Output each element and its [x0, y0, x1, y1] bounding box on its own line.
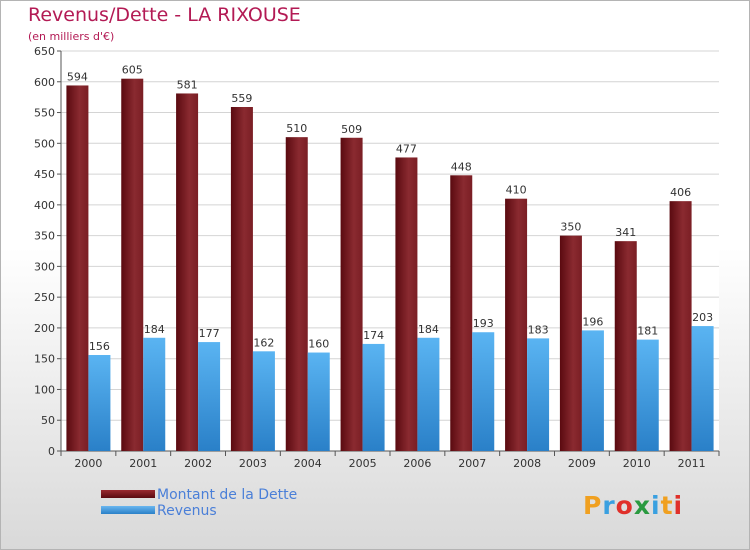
bar-dette	[66, 85, 89, 451]
x-tick-label: 2008	[513, 457, 541, 470]
data-label-revenus: 156	[89, 340, 110, 353]
y-tick-label: 250	[34, 291, 55, 304]
data-label-dette: 341	[615, 226, 636, 239]
data-label-revenus: 174	[363, 329, 384, 342]
y-tick-label: 100	[34, 383, 55, 396]
bar-revenus	[581, 330, 604, 451]
proxiti-logo: Proxiti	[583, 491, 683, 520]
y-tick-label: 50	[41, 414, 55, 427]
y-tick-label: 500	[34, 137, 55, 150]
bar-dette	[395, 157, 418, 451]
data-label-dette: 509	[341, 123, 362, 136]
logo-letter: P	[583, 491, 603, 520]
y-tick-label: 0	[48, 445, 55, 458]
logo-letter: i	[651, 491, 661, 520]
y-tick-label: 650	[34, 45, 55, 58]
x-tick-label: 2007	[458, 457, 486, 470]
x-tick-label: 2011	[678, 457, 706, 470]
y-tick-label: 450	[34, 168, 55, 181]
data-label-revenus: 162	[253, 336, 274, 349]
x-tick-label: 2010	[623, 457, 651, 470]
bar-revenus	[143, 337, 166, 451]
data-label-revenus: 177	[199, 327, 220, 340]
bar-revenus	[307, 352, 330, 451]
bar-dette	[669, 201, 692, 451]
logo-letter: t	[660, 491, 674, 520]
bar-dette	[450, 175, 473, 452]
logo-letter: x	[633, 491, 651, 520]
data-label-revenus: 196	[582, 315, 603, 328]
bar-revenus	[198, 342, 221, 451]
x-tick-label: 2003	[239, 457, 267, 470]
data-label-dette: 410	[506, 184, 527, 197]
bar-revenus	[362, 343, 385, 451]
legend-label-dette: Montant de la Dette	[157, 487, 298, 503]
bar-dette	[614, 241, 637, 451]
y-tick-label: 150	[34, 353, 55, 366]
x-tick-label: 2002	[184, 457, 212, 470]
x-tick-label: 2006	[403, 457, 431, 470]
x-tick-label: 2005	[349, 457, 377, 470]
data-label-revenus: 184	[418, 323, 439, 336]
data-label-revenus: 203	[692, 311, 713, 324]
legend-swatch-dette	[101, 490, 155, 498]
bar-dette	[285, 137, 308, 451]
bar-dette	[230, 107, 253, 451]
data-label-dette: 594	[67, 70, 88, 83]
x-tick-label: 2004	[294, 457, 322, 470]
bar-dette	[176, 93, 199, 451]
bar-dette	[505, 198, 528, 451]
x-tick-label: 2001	[129, 457, 157, 470]
bar-dette	[559, 235, 582, 451]
logo-letter: i	[673, 491, 684, 520]
y-tick-label: 200	[34, 322, 55, 335]
data-label-dette: 350	[560, 221, 581, 234]
bar-dette	[340, 137, 363, 451]
bar-revenus	[691, 326, 714, 451]
plot-area	[61, 51, 719, 451]
data-label-dette: 406	[670, 186, 691, 199]
legend-swatch-revenus	[101, 506, 155, 514]
y-tick-label: 300	[34, 260, 55, 273]
bar-revenus	[472, 332, 495, 451]
data-label-dette: 477	[396, 142, 417, 155]
data-label-revenus: 160	[308, 338, 329, 351]
bar-revenus	[417, 337, 440, 451]
data-label-revenus: 184	[144, 323, 165, 336]
data-label-revenus: 181	[637, 325, 658, 338]
bar-revenus	[88, 355, 111, 451]
chart-title: Revenus/Dette - LA RIXOUSE	[28, 4, 301, 26]
chart-subtitle: (en milliers d'€)	[28, 30, 115, 43]
data-label-dette: 581	[177, 78, 198, 91]
bar-revenus	[636, 339, 659, 451]
legend-label-revenus: Revenus	[157, 503, 217, 519]
bar-revenus	[252, 351, 275, 451]
y-tick-label: 600	[34, 76, 55, 89]
data-label-dette: 448	[451, 160, 472, 173]
data-label-dette: 605	[122, 64, 143, 77]
x-tick-label: 2009	[568, 457, 596, 470]
data-label-dette: 510	[286, 122, 307, 135]
x-tick-label: 2000	[74, 457, 102, 470]
y-tick-label: 400	[34, 199, 55, 212]
data-label-revenus: 193	[473, 317, 494, 330]
bar-revenus	[527, 338, 550, 451]
bar-dette	[121, 78, 144, 451]
y-tick-label: 350	[34, 230, 55, 243]
data-label-revenus: 183	[528, 323, 549, 336]
logo-letter: o	[615, 491, 634, 520]
logo-letter: r	[602, 491, 616, 520]
y-tick-label: 550	[34, 107, 55, 120]
data-label-dette: 559	[231, 92, 252, 105]
